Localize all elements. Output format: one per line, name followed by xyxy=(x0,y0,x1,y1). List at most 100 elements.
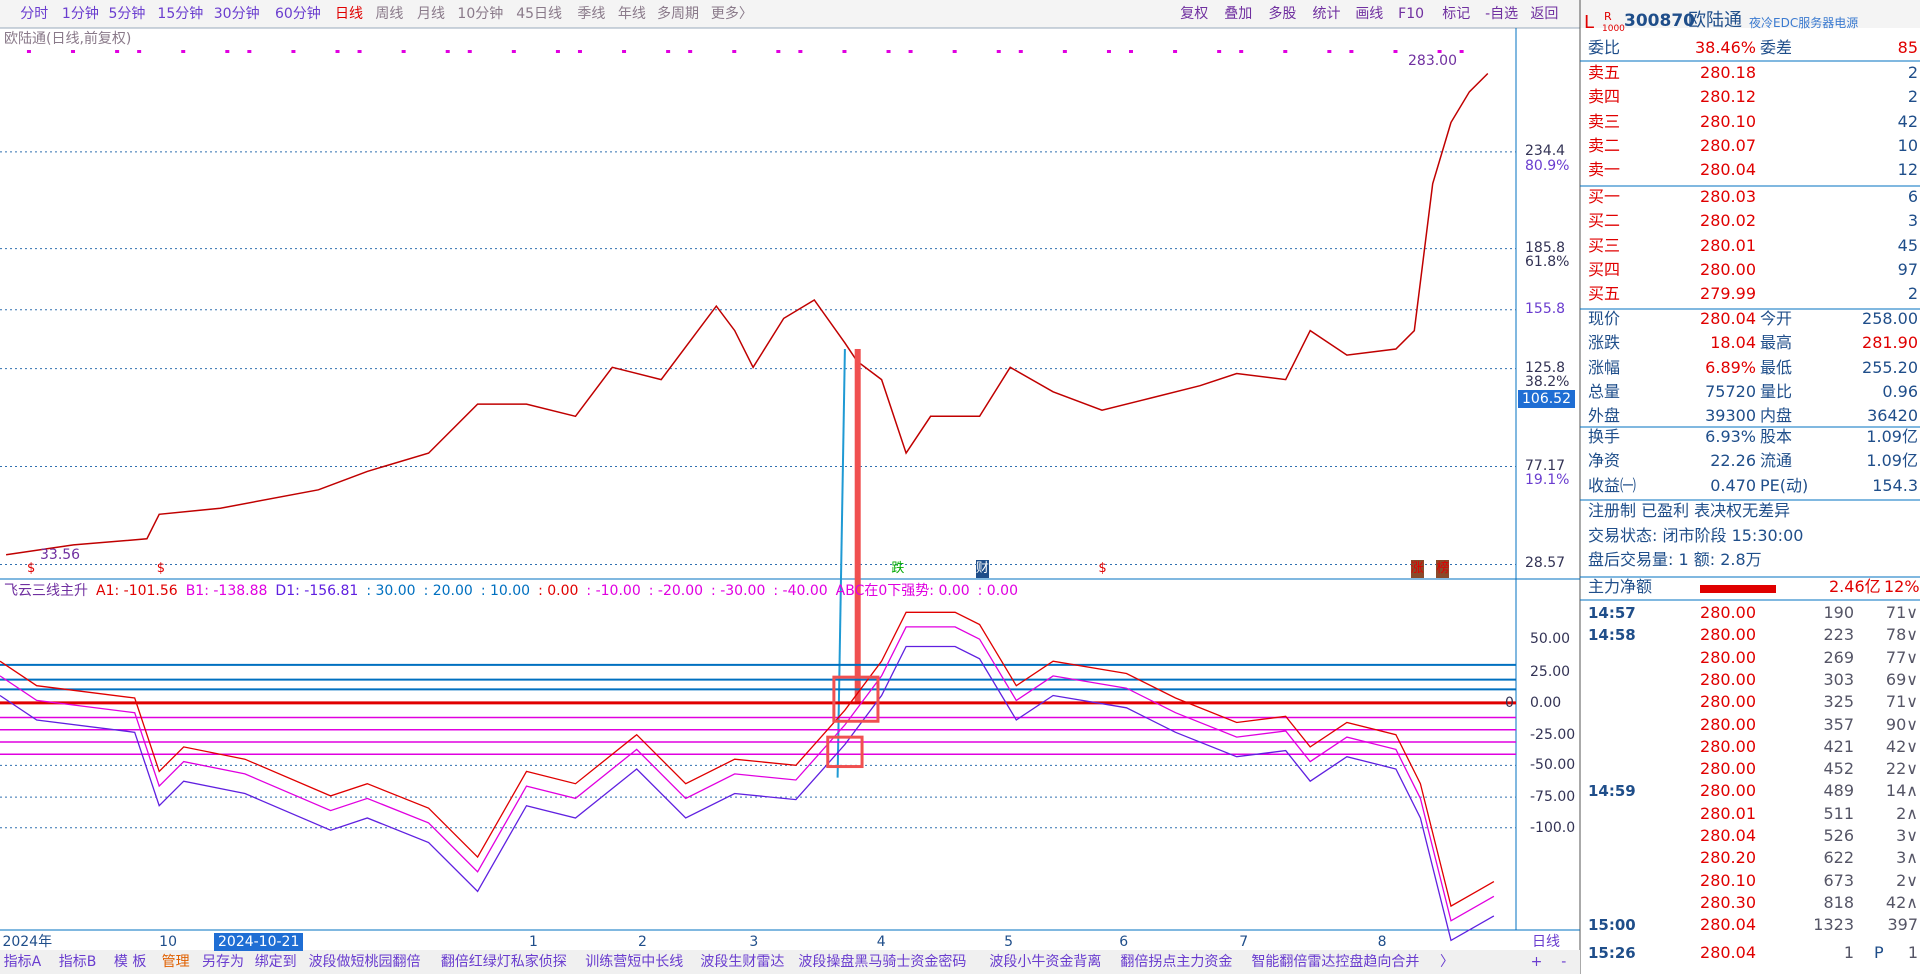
indicator-tab[interactable]: - xyxy=(1561,954,1567,970)
trade-row: 42∨ xyxy=(1885,736,1918,756)
indicator-tab[interactable]: 绑定到 xyxy=(254,954,297,970)
signal-dot xyxy=(886,50,891,53)
indicator-legend: : 30.00 xyxy=(366,583,416,599)
period-tab[interactable]: 5分钟 xyxy=(108,6,146,22)
stat-row: 涨幅 xyxy=(1588,357,1621,377)
period-tab[interactable]: 45日线 xyxy=(516,6,563,22)
indicator-tab[interactable]: 训练营短中长线 xyxy=(585,954,684,970)
toolbar-button[interactable]: 多股 xyxy=(1268,6,1297,22)
indicator-legend: B1: -138.88 xyxy=(185,583,268,599)
indicator-tab[interactable]: 翻倍红绿灯私家侦探 xyxy=(440,954,567,970)
indicator-tab[interactable]: 波段做短桃园翻倍 xyxy=(308,954,421,970)
trade-row: 223 xyxy=(1823,625,1854,645)
period-tab[interactable]: 多周期 xyxy=(657,6,700,22)
trade-row: 77∨ xyxy=(1885,647,1918,667)
ask-row: 280.04 xyxy=(1700,160,1756,180)
trade-row: 280.04 xyxy=(1700,943,1756,962)
date-highlight: 2024-10-21 xyxy=(214,933,304,951)
toolbar-button[interactable]: 复权 xyxy=(1180,6,1209,22)
period-tab[interactable]: 周线 xyxy=(375,6,404,22)
indicator-tab[interactable]: + xyxy=(1530,954,1543,970)
indicator-tab[interactable]: 〉 xyxy=(1440,954,1454,970)
stat-row: PE(动) xyxy=(1760,475,1809,495)
stat-row: 154.3 xyxy=(1872,475,1918,495)
period-tab[interactable]: 15分钟 xyxy=(157,6,204,22)
stat-row: 涨跌 xyxy=(1588,333,1621,353)
stat-row: 258.00 xyxy=(1862,309,1918,328)
trade-row: 280.00 xyxy=(1700,647,1756,667)
ask-row: 280.12 xyxy=(1700,87,1756,107)
bid-row: 280.00 xyxy=(1700,259,1756,279)
period-tab[interactable]: 季线 xyxy=(577,6,606,22)
toolbar-button[interactable]: -自选 xyxy=(1485,6,1519,22)
date-label: 10 xyxy=(159,934,177,950)
indicator-tab[interactable]: 指标B xyxy=(58,954,97,970)
date-label: 3 xyxy=(749,934,759,950)
trade-row: 421 xyxy=(1823,736,1854,756)
price-axis-label: 77.17 xyxy=(1525,457,1566,474)
toolbar-button[interactable]: 标记 xyxy=(1442,6,1471,22)
signal-dot xyxy=(908,50,913,53)
period-tab[interactable]: 60分钟 xyxy=(274,6,321,22)
signal-dot xyxy=(115,50,120,53)
stat-row: 今开 xyxy=(1760,309,1793,328)
trade-row: 280.00 xyxy=(1700,736,1756,756)
period-tab[interactable]: 更多〉 xyxy=(710,6,753,22)
ask-row: 卖四 xyxy=(1588,87,1621,107)
period-tab[interactable]: 月线 xyxy=(417,6,446,22)
trade-row: 22∨ xyxy=(1885,759,1918,779)
high-label: 283.00 xyxy=(1408,53,1457,69)
toolbar-button[interactable]: 返回 xyxy=(1530,6,1559,22)
bid-row: 3 xyxy=(1907,211,1918,231)
period-tab[interactable]: 分时 xyxy=(20,6,49,22)
indicator-legend: : -20.00 xyxy=(648,583,704,599)
indicator-legend: : 20.00 xyxy=(423,583,473,599)
market-flag: L xyxy=(1584,12,1595,33)
stock-code: 300870 xyxy=(1624,11,1695,31)
price-axis-label: 125.8 xyxy=(1525,359,1566,376)
indicator-tab[interactable]: 管理 xyxy=(161,954,190,970)
stat-row: 75720 xyxy=(1705,381,1756,401)
signal-dot xyxy=(798,50,803,53)
toolbar-button[interactable]: 统计 xyxy=(1312,6,1341,22)
signal-dot xyxy=(688,50,693,53)
trade-row: 190 xyxy=(1823,603,1854,622)
indicator-legend: 飞云三线主升 xyxy=(4,583,88,599)
period-tab[interactable]: 日线 xyxy=(334,6,363,22)
period-tab[interactable]: 年线 xyxy=(617,6,646,22)
indicator-tab[interactable]: 另存为 xyxy=(202,954,245,970)
toolbar-bg xyxy=(0,0,1920,28)
toolbar-button[interactable]: 画线 xyxy=(1355,6,1384,22)
trade-row: 280.00 xyxy=(1700,625,1756,645)
indicator-tab[interactable]: 波段小牛资金背离 xyxy=(989,954,1102,970)
signal-dot xyxy=(842,50,847,53)
trade-row: 42∧ xyxy=(1885,892,1918,912)
trade-row: 280.01 xyxy=(1700,803,1756,823)
indicator-axis-label: -75.00 xyxy=(1530,789,1576,806)
price-axis-label: 234.4 xyxy=(1525,142,1566,159)
market-flag: 1000 xyxy=(1602,24,1625,34)
stat-row: 6.89% xyxy=(1705,357,1756,377)
signal-dot xyxy=(247,50,252,53)
indicator-tab[interactable]: 指标A xyxy=(3,954,42,970)
event-marker: 榜 xyxy=(1436,560,1450,578)
price-axis-label: 19.1% xyxy=(1525,472,1570,489)
indicator-tab[interactable]: 波段操盘黑马骑士资金密码 xyxy=(798,954,967,970)
trade-row: 280.04 xyxy=(1700,826,1756,845)
period-tab[interactable]: 1分钟 xyxy=(61,6,99,22)
signal-dot xyxy=(1283,50,1288,53)
date-label: 2 xyxy=(637,934,647,950)
period-tab[interactable]: 30分钟 xyxy=(213,6,260,22)
toolbar-button[interactable]: F10 xyxy=(1398,6,1425,22)
toolbar-button[interactable]: 叠加 xyxy=(1224,6,1253,22)
period-tab[interactable]: 10分钟 xyxy=(457,6,504,22)
indicator-tab[interactable]: 模 板 xyxy=(113,954,147,970)
signal-dot xyxy=(1393,50,1398,53)
signal-line xyxy=(836,348,846,778)
bid-row: 280.02 xyxy=(1700,211,1756,231)
indicator-tab[interactable]: 智能翻倍雷达控盘趋向合并 xyxy=(1251,954,1420,970)
indicator-tab[interactable]: 翻倍拐点主力资金 xyxy=(1120,954,1233,970)
indicator-legend: A1: -101.56 xyxy=(96,583,178,599)
indicator-tab[interactable]: 波段生财雷达 xyxy=(700,954,785,970)
indicator-legend: : 10.00 xyxy=(480,583,531,599)
